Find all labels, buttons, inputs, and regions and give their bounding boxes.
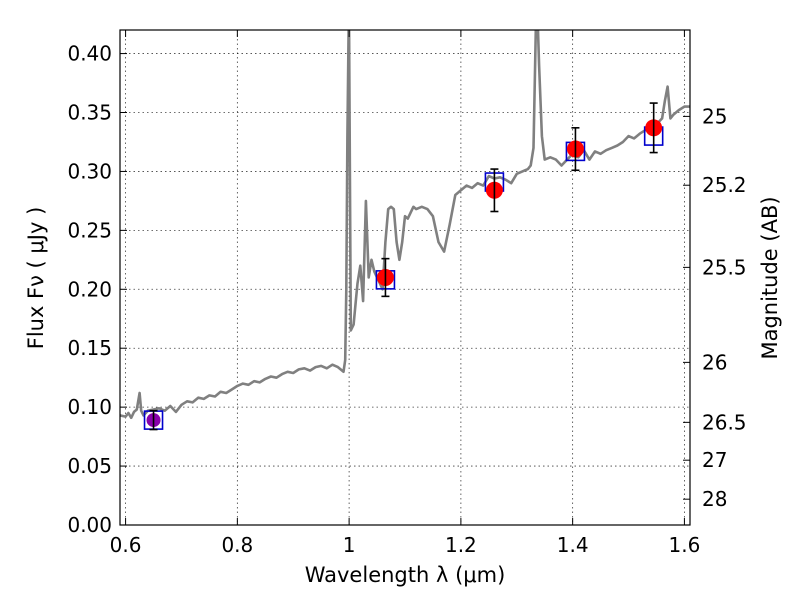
x-tick-label: 0.6 [110, 533, 142, 557]
x-tick-label: 0.8 [221, 533, 253, 557]
x-tick-label: 1 [343, 533, 356, 557]
x-tick-label: 1.6 [669, 533, 701, 557]
y-tick-label: 0.10 [67, 395, 112, 419]
y-tick-label: 0.30 [67, 159, 112, 183]
right-tick-label: 27 [702, 448, 727, 472]
right-tick-label: 25 [702, 104, 727, 128]
spectrum-line [120, 30, 690, 420]
x-tick-label: 1.4 [557, 533, 589, 557]
y-axis-right-label: Magnitude (AB) [758, 196, 782, 359]
y-tick-label: 0.05 [67, 454, 112, 478]
grid-layer [120, 30, 690, 526]
y-tick-label: 0.00 [67, 513, 112, 537]
right-tick-label: 25.2 [702, 173, 747, 197]
right-tick-label: 26.5 [702, 410, 747, 434]
right-tick-label: 28 [702, 487, 727, 511]
tick-layer: 0.6 0.8 1 1.2 1.4 1.6 0.00 0.05 0.10 0.15 0.20 0.25… [67, 30, 747, 557]
plot-layer [120, 30, 690, 431]
y-tick-label: 0.40 [67, 42, 112, 66]
plot-frame [119, 29, 691, 526]
right-tick-label: 26 [702, 350, 727, 374]
x-axis-label: Wavelength λ (μm) [305, 563, 506, 587]
y-tick-label: 0.15 [67, 336, 112, 360]
y-tick-label: 0.35 [67, 101, 112, 125]
right-tick-label: 25.5 [702, 255, 747, 279]
y-tick-label: 0.25 [67, 218, 112, 242]
y-tick-label: 0.20 [67, 277, 112, 301]
x-tick-label: 1.2 [445, 533, 477, 557]
y-axis-label: Flux Fν ( μJy ) [24, 207, 48, 350]
